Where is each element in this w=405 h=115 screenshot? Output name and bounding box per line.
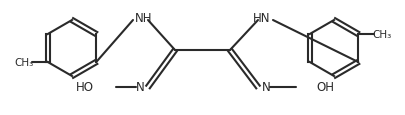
Text: N: N: [262, 81, 271, 94]
Text: NH: NH: [135, 11, 153, 24]
Text: HO: HO: [76, 81, 94, 94]
Text: OH: OH: [316, 81, 334, 94]
Text: N: N: [136, 81, 144, 94]
Text: CH₃: CH₃: [14, 58, 33, 67]
Text: HN: HN: [253, 11, 271, 24]
Text: CH₃: CH₃: [373, 30, 392, 40]
